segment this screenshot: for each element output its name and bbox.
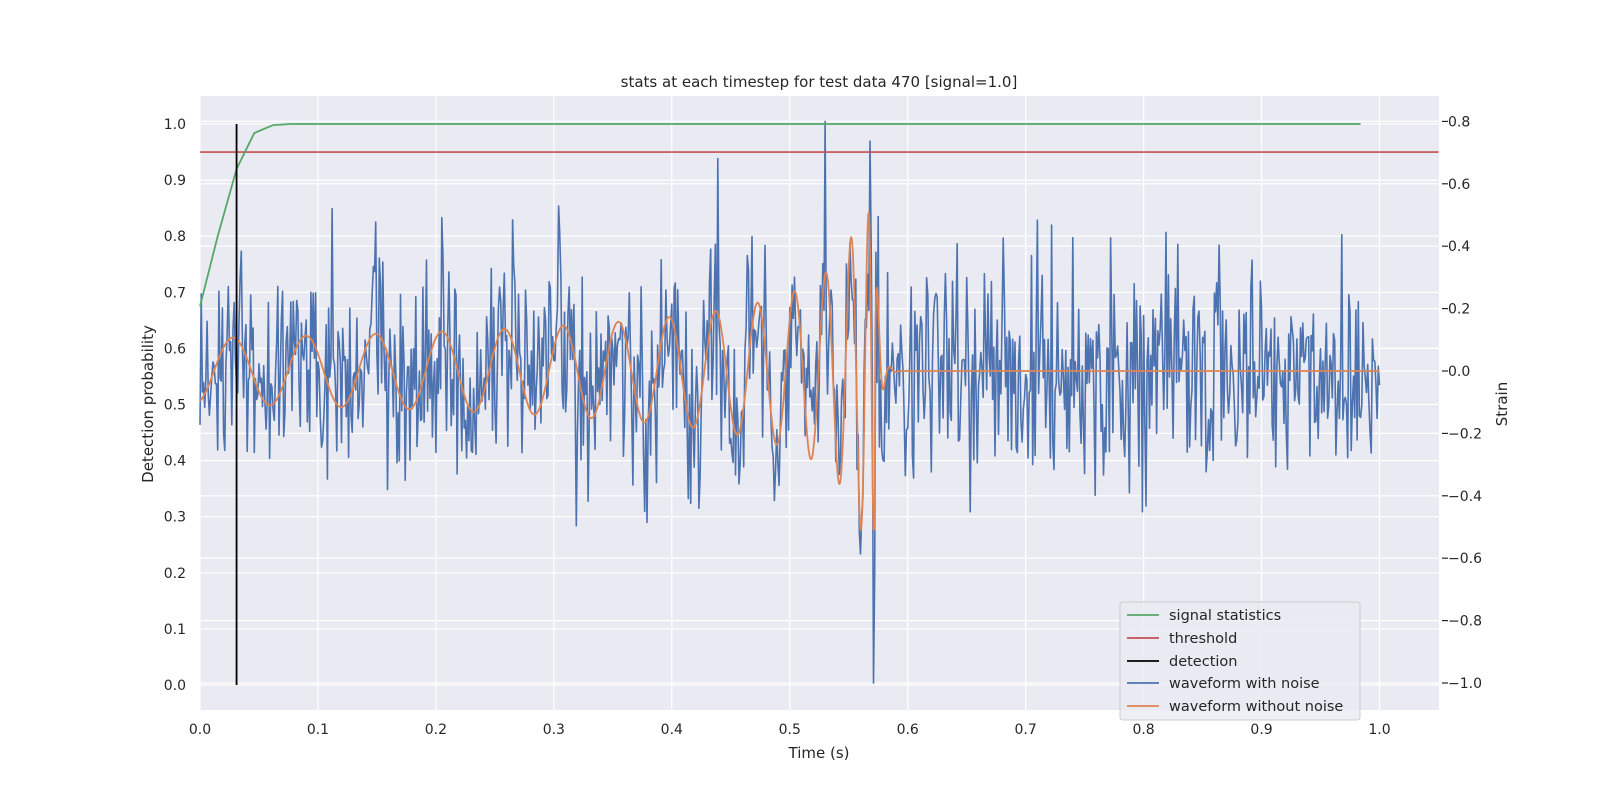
x-tick-label: 0.5 bbox=[779, 722, 801, 738]
y2-tick-label: −0.8 bbox=[1448, 614, 1482, 630]
x-tick-label: 0.7 bbox=[1015, 722, 1037, 738]
y2-tick-label: −0.2 bbox=[1448, 426, 1482, 442]
waveform-without-noise-line bbox=[199, 211, 1380, 531]
legend: signal statistics threshold detection wa… bbox=[1119, 601, 1361, 721]
y-tick-label: 0.3 bbox=[164, 510, 186, 526]
x-axis-title: Time (s) bbox=[788, 744, 850, 762]
y-tick-label: 0.0 bbox=[164, 678, 186, 694]
y-tick-label: 0.8 bbox=[164, 229, 186, 245]
x-tick-label: 0.2 bbox=[425, 722, 447, 738]
x-tick-label: 0.1 bbox=[307, 722, 329, 738]
y2-tick-label: −1.0 bbox=[1448, 676, 1482, 692]
x-tick-label: 0.6 bbox=[897, 722, 919, 738]
x-tick-label: 0.8 bbox=[1132, 722, 1154, 738]
y-tick-label: 0.7 bbox=[164, 285, 186, 301]
y-tick-label: 0.6 bbox=[164, 341, 186, 357]
legend-box bbox=[1119, 601, 1361, 721]
x-tick-label: 0.9 bbox=[1250, 722, 1272, 738]
x-tick-label: 0.3 bbox=[543, 722, 565, 738]
chart-title: stats at each timestep for test data 470… bbox=[621, 73, 1018, 91]
legend-label-waveform-with-noise: waveform with noise bbox=[1169, 676, 1320, 692]
y2-tick-label: 0.6 bbox=[1448, 177, 1470, 193]
y-tick-label: 0.5 bbox=[164, 398, 186, 414]
y2-tick-label: −0.4 bbox=[1448, 489, 1482, 505]
y-tick-label: 1.0 bbox=[164, 117, 186, 133]
y2-tick-label: 0.8 bbox=[1448, 114, 1470, 130]
x-ticks: 0.0 0.1 0.2 0.3 0.4 0.5 0.6 0.7 0.8 0.9 1.0 bbox=[189, 722, 1391, 738]
y2-axis-title: Strain bbox=[1493, 382, 1511, 426]
legend-label-waveform-without-noise: waveform without noise bbox=[1169, 699, 1343, 715]
legend-label-detection: detection bbox=[1169, 654, 1237, 670]
y2-tick-label: 0.4 bbox=[1448, 239, 1470, 255]
y2-tick-label: −0.6 bbox=[1448, 551, 1482, 567]
legend-label-threshold: threshold bbox=[1169, 631, 1237, 647]
waveform-with-noise-line bbox=[199, 120, 1381, 684]
y-tick-label: 0.9 bbox=[164, 173, 186, 189]
x-tick-label: 0.4 bbox=[661, 722, 683, 738]
y-tick-label: 0.1 bbox=[164, 622, 186, 638]
y-tick-label: 0.4 bbox=[164, 454, 186, 470]
signal-statistics-line bbox=[199, 123, 1361, 307]
y2-tick-label: 0.0 bbox=[1448, 364, 1470, 380]
x-tick-label: 1.0 bbox=[1368, 722, 1390, 738]
y2-ticks: −1.0 −0.8 −0.6 −0.4 −0.2 0.0 0.2 0.4 0.6 0.8 bbox=[1442, 114, 1482, 692]
series-layer bbox=[199, 120, 1439, 685]
x-tick-label: 0.0 bbox=[189, 722, 211, 738]
y-axis-title: Detection probability bbox=[139, 325, 157, 483]
y-tick-label: 0.2 bbox=[164, 566, 186, 582]
legend-label-signal-statistics: signal statistics bbox=[1169, 608, 1281, 624]
y-ticks: 0.0 0.1 0.2 0.3 0.4 0.5 0.6 0.7 0.8 0.9 1.0 bbox=[164, 117, 186, 694]
y2-tick-label: 0.2 bbox=[1448, 302, 1470, 318]
